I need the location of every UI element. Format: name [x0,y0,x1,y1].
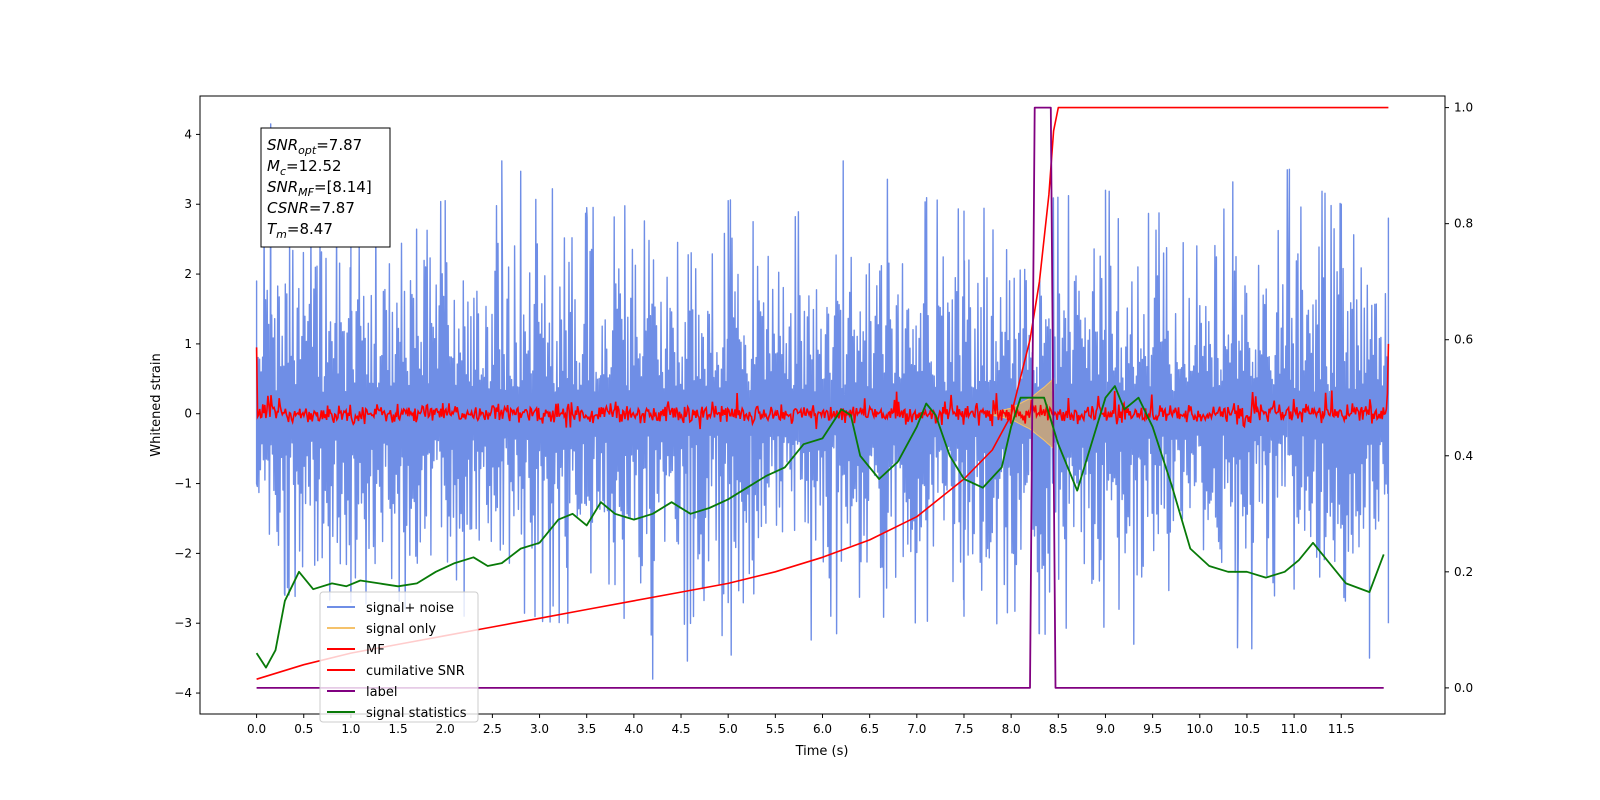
signal-statistics-line [255,385,1385,669]
y-tick-label: 3 [184,197,192,211]
x-tick-label: 5.5 [766,722,785,736]
x-tick-label: 0.0 [247,722,266,736]
x-tick-label: 8.5 [1049,722,1068,736]
annotation-line: Mc=12.52 [267,157,342,178]
y-tick-label: 0 [184,407,192,421]
y-axis-left: 4 3 2 1 0 −1 −2 −3 −4 [174,127,200,700]
annotation-subscript: MF [298,186,314,199]
y2-tick-label: 0.8 [1454,217,1473,231]
annotation-symbol: M [267,157,280,175]
legend-label: signal statistics [366,706,467,721]
annotation-value: =7.87 [309,199,355,217]
x-tick-label: 2.0 [436,722,455,736]
annotation-subscript: m [276,228,287,241]
annotation-value: =8.47 [287,220,333,238]
x-tick-label: 6.5 [860,722,879,736]
y-tick-label: −3 [174,616,192,630]
x-tick-label: 7.5 [954,722,973,736]
x-tick-label: 6.0 [813,722,832,736]
annotation-symbol: CSNR [267,199,309,217]
annotation-line: Tm=8.47 [267,220,333,241]
annotation-value: =[8.14] [314,178,372,196]
y-tick-label: −2 [174,546,192,560]
y-tick-label: 2 [184,267,192,281]
x-tick-label: 9.0 [1096,722,1115,736]
y2-tick-label: 0.6 [1454,333,1473,347]
y2-tick-label: 1.0 [1454,101,1473,115]
x-tick-label: 3.0 [530,722,549,736]
x-tick-label: 4.0 [624,722,643,736]
annotation-frame [260,127,391,248]
legend-frame [319,591,479,723]
legend-label: cumilative SNR [366,664,465,679]
annotation-lines: SNRopt=7.87Mc=12.52SNRMF=[8.14]CSNR=7.87… [267,136,372,241]
annotation-symbol: SNR [267,178,298,196]
x-tick-label: 1.5 [389,722,408,736]
label-line [256,106,1384,689]
y-tick-label: −1 [174,477,192,491]
x-tick-label: 11.0 [1281,722,1308,736]
y-axis-right: 1.0 0.8 0.6 0.4 0.2 0.0 [1445,101,1473,695]
x-axis-label: Time (s) [795,744,849,759]
annotation-line: SNRMF=[8.14] [267,178,372,199]
x-tick-label: 1.0 [341,722,360,736]
y-tick-label: 1 [184,337,192,351]
annotation-subscript: c [280,165,286,178]
annotation-box: SNRopt=7.87Mc=12.52SNRMF=[8.14]CSNR=7.87… [260,127,391,248]
signal-noise-line [255,123,1390,680]
x-axis: 0.0 0.5 1.0 1.5 2.0 2.5 3.0 3.5 4.0 4.5 5.0 5.5 6.0 6… [247,714,1355,736]
x-tick-label: 8.0 [1002,722,1021,736]
annotation-symbol: SNR [267,136,298,154]
annotation-symbol: T [267,220,278,238]
legend-label: signal only [366,622,436,637]
x-tick-label: 0.5 [294,722,313,736]
x-tick-label: 11.5 [1328,722,1355,736]
series-layer [255,106,1390,689]
x-tick-label: 10.5 [1234,722,1261,736]
annotation-value: =12.52 [286,157,342,175]
y-tick-label: 4 [184,127,192,141]
annotation-value: =7.87 [316,136,362,154]
y-tick-label: −4 [174,686,192,700]
y2-tick-label: 0.4 [1454,449,1473,463]
x-tick-label: 2.5 [483,722,502,736]
x-tick-label: 7.0 [907,722,926,736]
y2-tick-label: 0.0 [1454,681,1473,695]
mf-line [255,343,1390,430]
annotation-line: CSNR=7.87 [267,199,355,217]
x-tick-label: 5.0 [719,722,738,736]
legend-label: MF [366,643,385,658]
x-tick-label: 3.5 [577,722,596,736]
x-tick-label: 10.0 [1186,722,1213,736]
x-tick-label: 4.5 [671,722,690,736]
y2-tick-label: 0.2 [1454,565,1473,579]
x-tick-label: 9.5 [1143,722,1162,736]
annotation-line: SNRopt=7.87 [267,136,362,157]
legend: signal+ noise signal only MF cumilative SNR… [319,591,479,723]
y-axis-label: Whitened strain [149,353,164,456]
legend-label: label [366,685,397,700]
legend-label: signal+ noise [366,601,454,616]
annotation-subscript: opt [298,144,317,157]
